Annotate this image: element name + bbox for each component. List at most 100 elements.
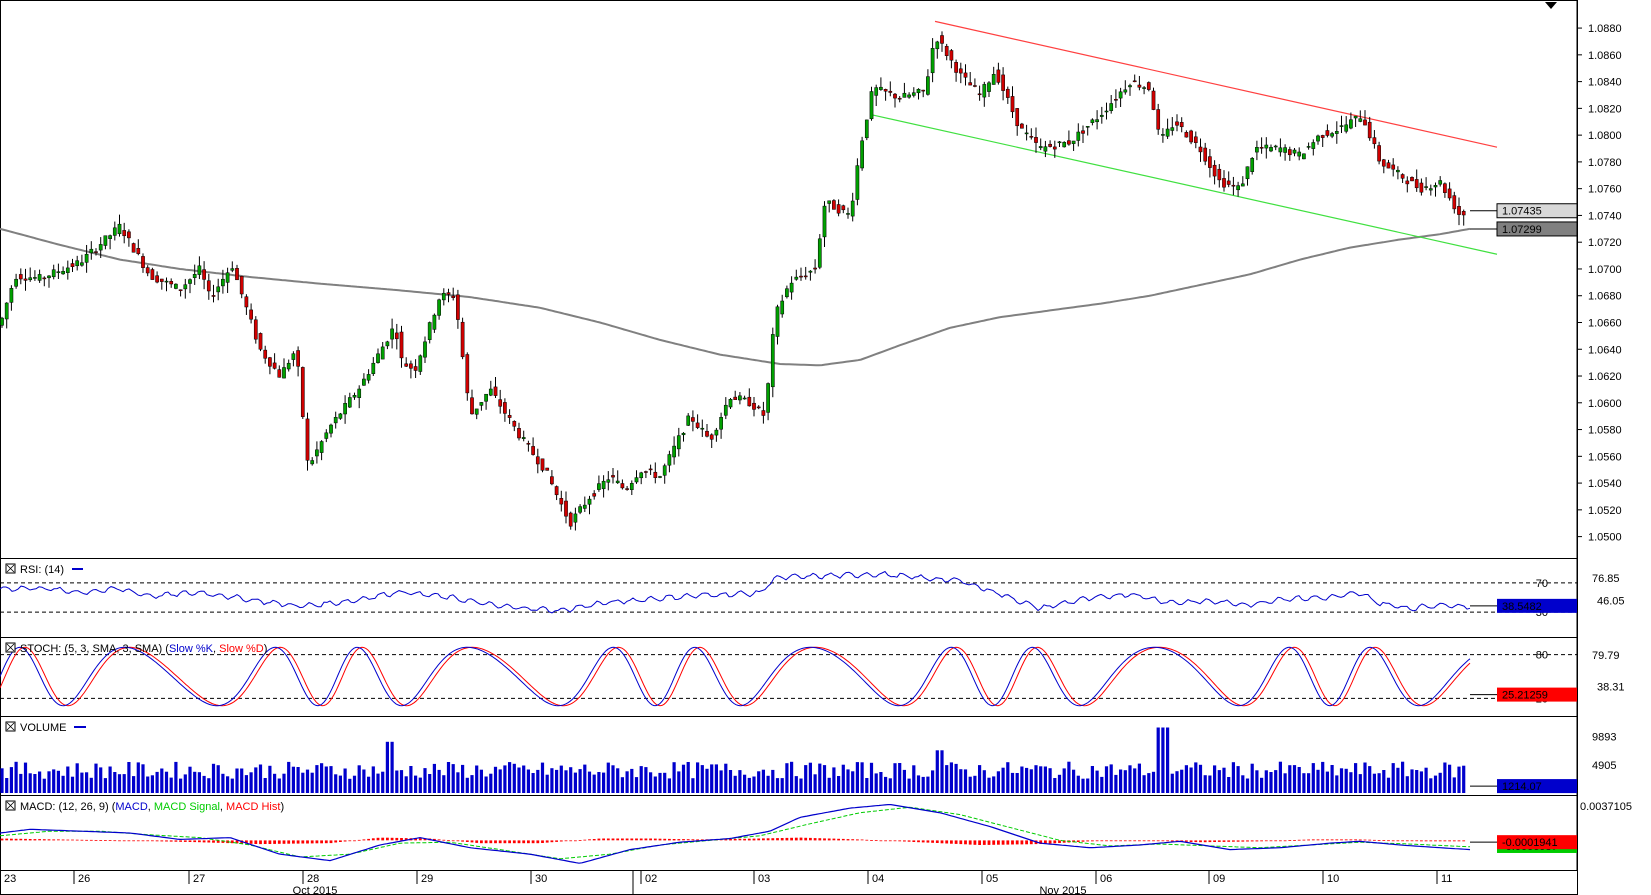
volume-bar bbox=[1363, 762, 1367, 793]
macd-hist-bar bbox=[155, 840, 159, 842]
macd-hist-bar bbox=[94, 840, 98, 841]
volume-bar bbox=[33, 774, 37, 793]
macd-hist-bar bbox=[484, 840, 488, 844]
macd-hist-bar bbox=[1152, 840, 1155, 842]
macd-hist-bar bbox=[1405, 840, 1409, 842]
candle-body bbox=[766, 383, 770, 413]
volume-bar bbox=[583, 764, 587, 793]
candle-body bbox=[493, 386, 498, 396]
price-tick-label: 1.0740 bbox=[1588, 210, 1622, 222]
candle-body bbox=[253, 319, 258, 340]
volume-bar bbox=[1438, 772, 1442, 793]
candle-body bbox=[1363, 119, 1367, 126]
volume-bar bbox=[19, 773, 23, 793]
candle-body bbox=[869, 91, 874, 120]
macd-hist-bar bbox=[1232, 840, 1235, 842]
volume-bar bbox=[555, 769, 559, 793]
price-channel bbox=[872, 20, 1498, 255]
macd-hist-bar bbox=[888, 840, 892, 842]
volume-bar bbox=[1278, 761, 1282, 793]
macd-hist-bar bbox=[1410, 840, 1414, 842]
scroll-marker-icon[interactable] bbox=[1545, 2, 1557, 9]
macd-hist-bar bbox=[978, 840, 981, 845]
candle-body bbox=[1330, 133, 1334, 137]
candle-body bbox=[333, 417, 338, 424]
candle-body bbox=[1372, 137, 1377, 145]
candle-body bbox=[18, 274, 23, 280]
macd-hist-bar bbox=[602, 838, 605, 841]
volume-bar bbox=[531, 773, 535, 793]
macd-hist-bar bbox=[879, 840, 883, 842]
volume-bar bbox=[1095, 770, 1099, 793]
candle-body bbox=[51, 269, 56, 278]
macd-hist-bar bbox=[987, 840, 991, 845]
macd-hist-bar bbox=[296, 840, 300, 844]
candle-body bbox=[1443, 183, 1447, 193]
macd-hist-bar bbox=[1128, 840, 1132, 842]
macd-hist-bar bbox=[1029, 840, 1033, 845]
macd-hist-bar bbox=[1363, 839, 1367, 841]
volume-bar bbox=[1213, 765, 1217, 793]
candle-body bbox=[413, 366, 418, 371]
macd-hist-bar bbox=[917, 840, 920, 843]
volume-bar bbox=[75, 763, 79, 793]
macd-hist-bar bbox=[1462, 840, 1466, 842]
volume-bar bbox=[230, 778, 234, 793]
macd-hist-bar bbox=[1156, 840, 1160, 842]
macd-hist-bar bbox=[230, 840, 234, 844]
stoch-params: STOCH: (5, 3, SMA, 3, SMA) bbox=[20, 643, 162, 655]
candle-body bbox=[338, 413, 343, 419]
rsi-header: RSI: (14) bbox=[5, 563, 83, 576]
volume-bar bbox=[155, 771, 159, 793]
volume-bar bbox=[644, 767, 648, 793]
volume-bar bbox=[907, 778, 911, 793]
rsi-hidden-scale-label: 46.05 bbox=[1597, 595, 1625, 607]
volume-bar bbox=[1443, 762, 1447, 793]
candle-body bbox=[893, 93, 897, 99]
volume-bar bbox=[1349, 772, 1353, 793]
macd-hist-bar bbox=[804, 837, 808, 841]
candle-body bbox=[56, 271, 61, 273]
macd-hist-bar bbox=[649, 838, 652, 841]
candle-body bbox=[855, 165, 860, 200]
candle-body bbox=[385, 341, 390, 347]
macd-hist-bar bbox=[1316, 839, 1320, 841]
macd-hist-bar bbox=[1095, 840, 1099, 842]
macd-hist-bar bbox=[207, 840, 211, 843]
candle-body bbox=[366, 374, 371, 381]
candle-body bbox=[526, 443, 531, 445]
price-tick-label: 1.0560 bbox=[1588, 451, 1622, 463]
candle-body bbox=[1062, 142, 1067, 148]
volume-bar bbox=[959, 769, 963, 793]
macd-hist-bar bbox=[282, 840, 286, 844]
candle-body bbox=[136, 248, 141, 254]
macd-hist-bar bbox=[306, 840, 309, 844]
macd-hist-bar bbox=[395, 837, 399, 841]
lower-channel-line bbox=[872, 114, 1498, 255]
stoch-d-legend: Slow %D bbox=[219, 643, 264, 655]
macd-hist-bar bbox=[1344, 839, 1348, 841]
volume-bar bbox=[775, 778, 780, 793]
candle-body bbox=[789, 282, 794, 293]
macd-hist-bar bbox=[1062, 840, 1066, 843]
candle-body bbox=[117, 223, 122, 235]
volume-bar bbox=[898, 763, 902, 793]
macd-hist-bar bbox=[790, 837, 793, 841]
candle-body bbox=[249, 309, 253, 320]
candle-body bbox=[1316, 135, 1320, 142]
rsi-value-box bbox=[1497, 598, 1577, 613]
macd-hist-bar bbox=[1203, 840, 1207, 843]
macd-hist-bar bbox=[639, 838, 643, 841]
candle-body bbox=[1212, 164, 1217, 177]
volume-bar bbox=[160, 768, 164, 793]
candle-body bbox=[1236, 185, 1240, 191]
candle-body bbox=[1231, 184, 1236, 187]
macd-hist-bar bbox=[193, 840, 197, 843]
macd-hist-bar bbox=[75, 839, 79, 841]
macd-hist-bar bbox=[550, 840, 554, 843]
price-tick-label: 1.0880 bbox=[1588, 23, 1622, 35]
volume-bar bbox=[931, 770, 935, 793]
volume-bar bbox=[1161, 727, 1165, 793]
volume-bar bbox=[1302, 773, 1306, 793]
volume-scale-label: 4905 bbox=[1592, 760, 1616, 772]
